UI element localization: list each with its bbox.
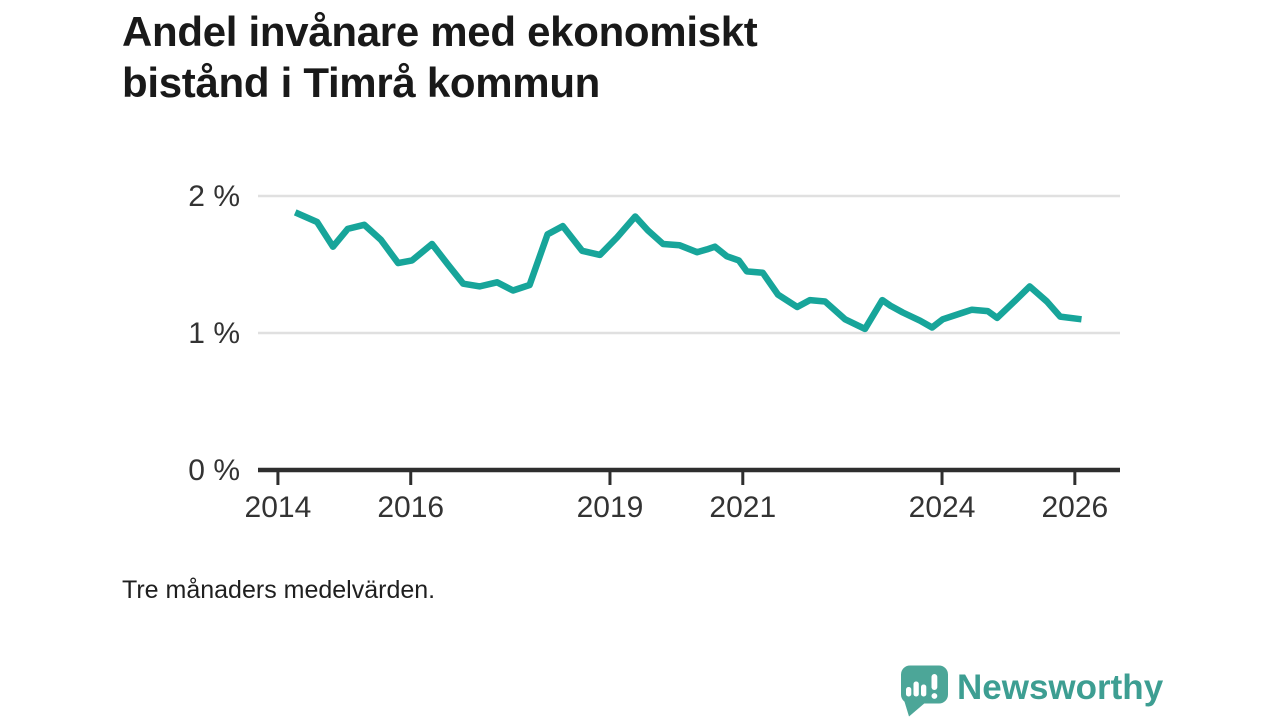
y-tick-label: 0 % bbox=[188, 454, 240, 487]
x-tick-label: 2021 bbox=[709, 491, 776, 524]
chart-footnote: Tre månaders medelvärden. bbox=[122, 576, 436, 604]
chart-title-line-1: Andel invånare med ekonomiskt bbox=[122, 8, 758, 55]
chart-title-line-2: bistånd i Timrå kommun bbox=[122, 59, 601, 107]
data-line bbox=[293, 209, 1082, 333]
chart-title: Andel invånare med ekonomiskt bistånd i … bbox=[122, 6, 1022, 108]
x-tick-label: 2019 bbox=[577, 491, 644, 524]
newsworthy-logo-text: Newsworthy bbox=[957, 668, 1164, 707]
line-chart-plot: 0 % 1 % 2 % 2014 2016 2019 2021 2024 2026 bbox=[188, 180, 1120, 524]
newsworthy-logo-icon bbox=[901, 665, 948, 717]
newsworthy-logo: Newsworthy bbox=[897, 660, 1167, 720]
y-tick-label: 2 % bbox=[188, 180, 240, 213]
bar-chart-exclamation-icon bbox=[906, 674, 938, 699]
x-tick-label: 2024 bbox=[909, 491, 976, 524]
x-tick-label: 2026 bbox=[1041, 491, 1108, 524]
y-tick-label: 1 % bbox=[188, 317, 240, 350]
x-tick-label: 2016 bbox=[377, 491, 444, 524]
x-tick-label: 2014 bbox=[245, 491, 312, 524]
